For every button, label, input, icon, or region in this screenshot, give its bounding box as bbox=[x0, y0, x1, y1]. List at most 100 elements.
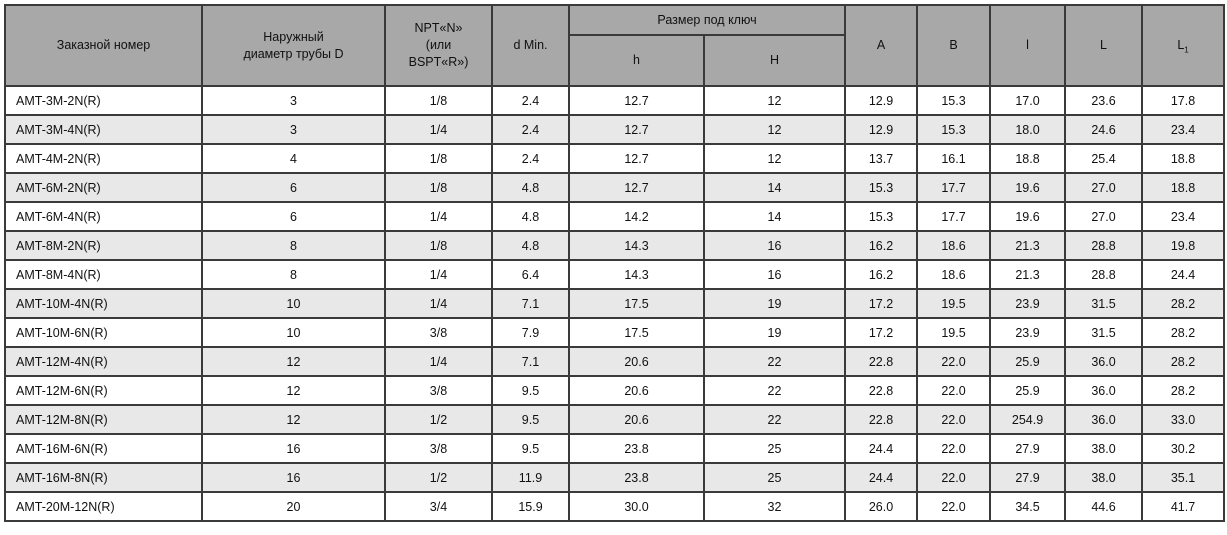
dimension-value-cell: 12 bbox=[702, 114, 847, 145]
dimension-value-cell: 36.0 bbox=[1064, 375, 1144, 406]
dimension-value-cell: 16.1 bbox=[916, 143, 992, 174]
order-number-cell: AMT-4M-2N(R) bbox=[4, 143, 203, 174]
dimension-value-cell: 1/4 bbox=[384, 288, 493, 319]
dimension-value-cell: 4.8 bbox=[491, 172, 570, 203]
dimension-value-cell: 27.9 bbox=[989, 433, 1067, 464]
dimension-value-cell: 28.8 bbox=[1064, 230, 1144, 261]
table-row: AMT-12M-4N(R) 12 1/4 7.1 20.6 22 22.8 22.0 25.9 3… bbox=[4, 346, 1226, 377]
order-number-cell: AMT-20M-12N(R) bbox=[4, 491, 203, 522]
dimension-value-cell: 12 bbox=[201, 404, 386, 435]
col-header-l-upper: L bbox=[1064, 4, 1144, 87]
dimension-value-cell: 25 bbox=[702, 462, 847, 493]
dimension-value-cell: 1/8 bbox=[384, 85, 493, 116]
dimension-value-cell: 12.7 bbox=[568, 114, 705, 145]
dimension-value-cell: 28.2 bbox=[1141, 288, 1226, 319]
dimension-value-cell: 10 bbox=[201, 317, 386, 348]
dimension-value-cell: 1/4 bbox=[384, 114, 493, 145]
dimension-value-cell: 30.2 bbox=[1141, 433, 1226, 464]
dimension-value-cell: 7.1 bbox=[491, 346, 570, 377]
dimension-value-cell: 17.7 bbox=[916, 201, 992, 232]
dimension-value-cell: 34.5 bbox=[989, 491, 1067, 522]
dimension-value-cell: 14.2 bbox=[568, 201, 705, 232]
dimension-value-cell: 12 bbox=[702, 143, 847, 174]
dimension-value-cell: 21.3 bbox=[989, 259, 1067, 290]
dimension-value-cell: 31.5 bbox=[1064, 317, 1144, 348]
dimension-value-cell: 20.6 bbox=[568, 346, 705, 377]
dimension-value-cell: 12.9 bbox=[844, 85, 919, 116]
dimension-value-cell: 8 bbox=[201, 259, 386, 290]
l1-subscript: 1 bbox=[1184, 45, 1189, 55]
dimension-value-cell: 22.0 bbox=[916, 462, 992, 493]
dimension-value-cell: 23.4 bbox=[1141, 114, 1226, 145]
table-row: AMT-4M-2N(R) 4 1/8 2.4 12.7 12 13.7 16.1 18.8 25.… bbox=[4, 143, 1226, 174]
dimension-value-cell: 4.8 bbox=[491, 230, 570, 261]
col-header-outer-diameter: Наружный диаметр трубы D bbox=[201, 4, 386, 87]
dimension-value-cell: 17.5 bbox=[568, 288, 705, 319]
dimension-value-cell: 20.6 bbox=[568, 375, 705, 406]
dimension-value-cell: 22.0 bbox=[916, 404, 992, 435]
dimension-value-cell: 17.2 bbox=[844, 317, 919, 348]
dimension-value-cell: 23.6 bbox=[1064, 85, 1144, 116]
order-number-cell: AMT-16M-8N(R) bbox=[4, 462, 203, 493]
dimension-value-cell: 19.5 bbox=[916, 317, 992, 348]
dimension-value-cell: 19.8 bbox=[1141, 230, 1226, 261]
dimension-value-cell: 22.0 bbox=[916, 433, 992, 464]
dimension-value-cell: 3/8 bbox=[384, 433, 493, 464]
dimension-value-cell: 17.0 bbox=[989, 85, 1067, 116]
table-row: AMT-6M-4N(R) 6 1/4 4.8 14.2 14 15.3 17.7 19.6 27.… bbox=[4, 201, 1226, 232]
dimension-value-cell: 12 bbox=[201, 346, 386, 377]
col-header-h-upper: H bbox=[702, 34, 847, 87]
table-row: AMT-16M-6N(R) 16 3/8 9.5 23.8 25 24.4 22.0 27.9 3… bbox=[4, 433, 1226, 464]
dimension-value-cell: 15.3 bbox=[844, 172, 919, 203]
table-row: AMT-20M-12N(R) 20 3/4 15.9 30.0 32 26.0 22.0 34.… bbox=[4, 491, 1226, 522]
dimension-value-cell: 19.6 bbox=[989, 201, 1067, 232]
dimension-value-cell: 23.4 bbox=[1141, 201, 1226, 232]
dimension-value-cell: 15.3 bbox=[844, 201, 919, 232]
dimension-value-cell: 25.9 bbox=[989, 375, 1067, 406]
dimension-value-cell: 12.7 bbox=[568, 143, 705, 174]
dimension-value-cell: 1/4 bbox=[384, 259, 493, 290]
dimension-value-cell: 44.6 bbox=[1064, 491, 1144, 522]
col-header-d-min: d Min. bbox=[491, 4, 570, 87]
dimension-value-cell: 21.3 bbox=[989, 230, 1067, 261]
dimension-value-cell: 17.8 bbox=[1141, 85, 1226, 116]
dimension-value-cell: 14 bbox=[702, 201, 847, 232]
dimension-value-cell: 22.0 bbox=[916, 375, 992, 406]
dimension-value-cell: 12.7 bbox=[568, 172, 705, 203]
dimension-value-cell: 4.8 bbox=[491, 201, 570, 232]
dimension-value-cell: 12 bbox=[201, 375, 386, 406]
dimension-value-cell: 23.9 bbox=[989, 288, 1067, 319]
dimension-value-cell: 32 bbox=[702, 491, 847, 522]
dimension-value-cell: 18.0 bbox=[989, 114, 1067, 145]
dimension-value-cell: 19 bbox=[702, 317, 847, 348]
order-number-cell: AMT-8M-2N(R) bbox=[4, 230, 203, 261]
dimension-value-cell: 28.2 bbox=[1141, 317, 1226, 348]
dimension-value-cell: 2.4 bbox=[491, 143, 570, 174]
dimension-value-cell: 9.5 bbox=[491, 375, 570, 406]
dimension-value-cell: 31.5 bbox=[1064, 288, 1144, 319]
table-row: AMT-12M-6N(R) 12 3/8 9.5 20.6 22 22.8 22.0 25.9 3… bbox=[4, 375, 1226, 406]
table-row: AMT-16M-8N(R) 16 1/2 11.9 23.8 25 24.4 22.0 27.9… bbox=[4, 462, 1226, 493]
dimension-value-cell: 6 bbox=[201, 201, 386, 232]
col-header-l-lower: l bbox=[989, 4, 1067, 87]
dimension-value-cell: 35.1 bbox=[1141, 462, 1226, 493]
fittings-dimensions-table: Заказной номер Наружный диаметр трубы D … bbox=[4, 4, 1226, 522]
dimension-value-cell: 254.9 bbox=[989, 404, 1067, 435]
col-header-order-number: Заказной номер bbox=[4, 4, 203, 87]
dimension-value-cell: 12.7 bbox=[568, 85, 705, 116]
dimension-value-cell: 20 bbox=[201, 491, 386, 522]
dimension-value-cell: 9.5 bbox=[491, 433, 570, 464]
dimension-value-cell: 22.8 bbox=[844, 346, 919, 377]
dimension-value-cell: 9.5 bbox=[491, 404, 570, 435]
dimension-value-cell: 14.3 bbox=[568, 230, 705, 261]
dimension-value-cell: 17.5 bbox=[568, 317, 705, 348]
dimension-value-cell: 6.4 bbox=[491, 259, 570, 290]
order-number-cell: AMT-10M-4N(R) bbox=[4, 288, 203, 319]
l1-base: L bbox=[1177, 38, 1185, 53]
order-number-cell: AMT-6M-4N(R) bbox=[4, 201, 203, 232]
dimension-value-cell: 24.4 bbox=[1141, 259, 1226, 290]
col-header-l1: L1 bbox=[1141, 4, 1226, 87]
order-number-cell: AMT-3M-2N(R) bbox=[4, 85, 203, 116]
dimension-value-cell: 23.8 bbox=[568, 462, 705, 493]
table-header: Заказной номер Наружный диаметр трубы D … bbox=[4, 4, 1226, 87]
